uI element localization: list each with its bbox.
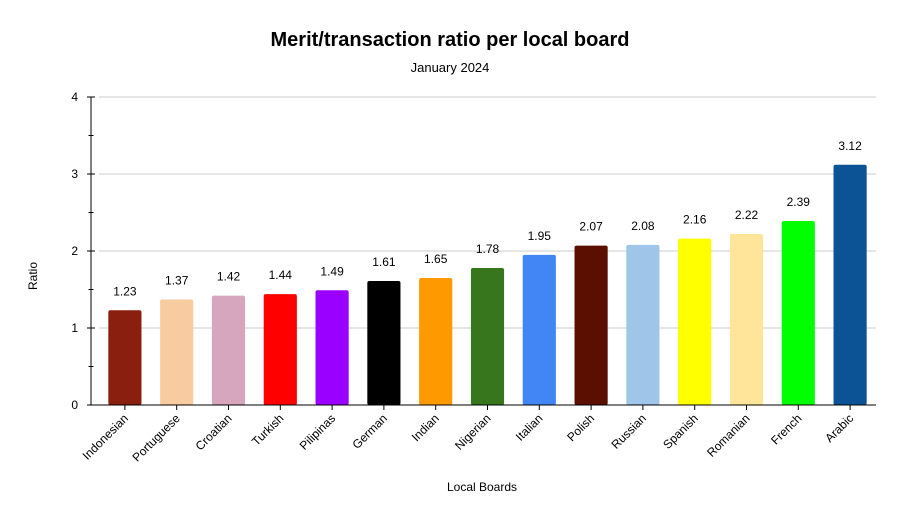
y-tick-label: 0 bbox=[71, 398, 78, 412]
x-tick-label: Croatian bbox=[193, 411, 235, 453]
axes bbox=[87, 96, 876, 410]
data-label: 1.49 bbox=[320, 264, 344, 278]
x-tick-label: Pilipinas bbox=[297, 411, 339, 453]
chart-title: Merit/transaction ratio per local board bbox=[271, 29, 630, 51]
x-tick-label: Nigerian bbox=[452, 411, 494, 453]
x-axis-label: Local Boards bbox=[447, 480, 517, 494]
data-label: 2.39 bbox=[787, 195, 811, 209]
data-label: 2.08 bbox=[631, 219, 655, 233]
x-tick-label: German bbox=[349, 411, 390, 452]
bar-french bbox=[781, 220, 815, 405]
x-tick-label: Romanian bbox=[704, 411, 753, 460]
data-label: 2.07 bbox=[579, 220, 603, 234]
data-label: 1.65 bbox=[424, 252, 448, 266]
x-tick-label: French bbox=[768, 411, 804, 447]
x-tick-label: Portuguese bbox=[130, 411, 184, 465]
x-tick-label: Arabic bbox=[822, 411, 856, 445]
bar-indonesian bbox=[108, 310, 142, 405]
bar-spanish bbox=[678, 238, 712, 405]
bar-romanian bbox=[729, 234, 764, 405]
bar-nigerian bbox=[470, 267, 505, 405]
y-axis-label: Ratio bbox=[26, 262, 40, 290]
bar-german bbox=[367, 281, 401, 405]
y-tick-label: 2 bbox=[71, 244, 78, 258]
bar-russian bbox=[626, 244, 660, 405]
y-tick-label: 4 bbox=[71, 90, 78, 104]
bar-croatian bbox=[211, 295, 246, 405]
data-label: 2.16 bbox=[683, 213, 707, 227]
x-tick-label: Spanish bbox=[660, 411, 701, 452]
x-tick-label: Indian bbox=[409, 411, 442, 444]
data-label: 2.22 bbox=[735, 208, 759, 222]
x-tick-label: Indonesian bbox=[80, 411, 131, 462]
bar-portuguese bbox=[160, 299, 194, 405]
x-tick-label: Turkish bbox=[249, 411, 286, 448]
y-tick-label: 1 bbox=[71, 321, 78, 335]
chart-subtitle: January 2024 bbox=[411, 60, 490, 75]
data-label: 1.23 bbox=[113, 284, 137, 298]
bars bbox=[108, 164, 867, 405]
bar-arabic bbox=[833, 164, 867, 405]
data-label: 1.61 bbox=[372, 255, 396, 269]
bar-turkish bbox=[263, 294, 297, 405]
data-label: 1.78 bbox=[476, 242, 500, 256]
data-label: 3.12 bbox=[838, 139, 862, 153]
data-label: 1.37 bbox=[165, 274, 189, 288]
bar-polish bbox=[574, 245, 608, 405]
data-label: 1.44 bbox=[269, 268, 293, 282]
x-tick-label: Polish bbox=[564, 411, 597, 444]
x-tick-label: Russian bbox=[608, 411, 649, 452]
bar-italian bbox=[522, 254, 556, 405]
bar-pilipinas bbox=[315, 290, 349, 405]
data-label: 1.95 bbox=[528, 229, 552, 243]
x-tick-label: Italian bbox=[513, 411, 546, 444]
bar-indian bbox=[419, 277, 453, 405]
data-label: 1.42 bbox=[217, 270, 241, 284]
y-tick-label: 3 bbox=[71, 167, 78, 181]
